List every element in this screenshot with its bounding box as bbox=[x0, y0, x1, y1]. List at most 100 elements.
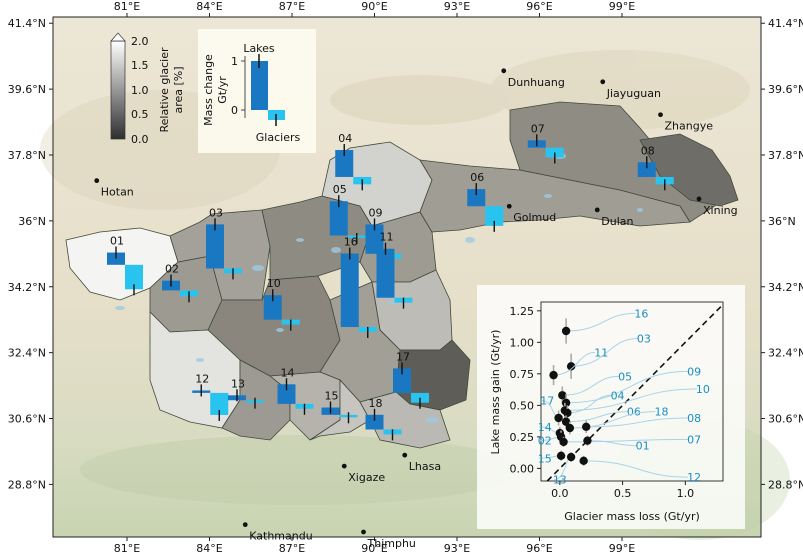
scatter-label-16: 16 bbox=[634, 307, 648, 320]
scatter-leader-07 bbox=[563, 438, 689, 443]
region-label-02: 02 bbox=[165, 263, 179, 276]
scatter-label-05: 05 bbox=[618, 370, 632, 383]
lake-bar-04 bbox=[335, 150, 354, 177]
city-label: Zhangye bbox=[665, 120, 714, 133]
scatter-label-01: 01 bbox=[636, 440, 650, 453]
scatter-label-12: 12 bbox=[687, 471, 701, 484]
lon-label-bottom: 90°E bbox=[361, 542, 387, 554]
glacier-bar-06 bbox=[485, 206, 504, 226]
lat-label-right: 28.8°N bbox=[768, 478, 803, 491]
lake-bar-16 bbox=[340, 253, 359, 328]
city-marker bbox=[94, 178, 100, 184]
scatter-ytick-label: 0.50 bbox=[510, 399, 535, 412]
region-label-09: 09 bbox=[369, 206, 383, 219]
city-label: Kathmandu bbox=[249, 530, 312, 543]
lat-label-left: 28.8°N bbox=[8, 478, 46, 491]
scatter-inset: 0.0 0.5 1.0 0.00 0.25 0.50 0.75 1.00 1.25 16 03 11 0… bbox=[477, 285, 745, 529]
scatter-point-01 bbox=[583, 436, 592, 445]
colorbar-tick-2.0: 2.0 bbox=[131, 35, 149, 48]
scatter-xtick-label: 0.0 bbox=[551, 487, 569, 500]
lat-label-left: 34.2°N bbox=[8, 281, 46, 294]
region-label-15: 15 bbox=[325, 390, 339, 403]
legend-ylabel-line1: Mass change bbox=[202, 54, 215, 126]
city-label: Xigaze bbox=[348, 471, 385, 484]
city-label: Hotan bbox=[101, 186, 134, 199]
scatter-point-07 bbox=[559, 437, 568, 447]
lake-bar-03 bbox=[206, 224, 224, 269]
region-label-07: 07 bbox=[531, 122, 545, 135]
lat-label-left: 41.4°N bbox=[8, 17, 46, 30]
lake-bar-06 bbox=[467, 189, 486, 207]
colorbar: 2.0 1.5 1.0 0.5 0.0 Relative glacier are… bbox=[110, 32, 185, 146]
scatter-ytick-label: 1.00 bbox=[510, 336, 535, 349]
scatter-label-07: 07 bbox=[687, 433, 701, 446]
scatter-label-02: 02 bbox=[538, 435, 552, 448]
legend-lake-bar bbox=[251, 61, 268, 110]
region-label-17: 17 bbox=[396, 350, 410, 363]
region-label-03: 03 bbox=[209, 206, 223, 219]
lon-label-top: 84°E bbox=[196, 0, 222, 13]
lon-label-top: 93°E bbox=[444, 0, 470, 13]
lake-bar-14 bbox=[277, 384, 296, 404]
region-label-06: 06 bbox=[470, 171, 484, 184]
region-label-14: 14 bbox=[281, 366, 295, 379]
scatter-point-15 bbox=[556, 451, 566, 460]
lon-label-top: 81°E bbox=[114, 0, 140, 13]
region-label-10: 10 bbox=[267, 277, 281, 290]
scatter-point-12 bbox=[579, 456, 588, 466]
scatter-plot-area bbox=[540, 301, 724, 482]
city-marker bbox=[402, 452, 408, 458]
colorbar-label-line2: area [%] bbox=[172, 66, 185, 113]
scatter-point-17 bbox=[554, 413, 563, 423]
lon-label-bottom: 99°E bbox=[609, 542, 635, 554]
scatter-label-17: 17 bbox=[540, 394, 554, 407]
city-label: Jiayuguan bbox=[606, 87, 661, 100]
city-label: Dunhuang bbox=[508, 76, 565, 89]
region-label-08: 08 bbox=[641, 144, 655, 157]
scatter-leader-08 bbox=[586, 417, 689, 428]
glacier-bar-12 bbox=[210, 392, 229, 415]
region-label-18: 18 bbox=[369, 397, 383, 410]
scatter-point-05 bbox=[558, 391, 567, 400]
region-label-16: 16 bbox=[344, 236, 358, 249]
region-label-05: 05 bbox=[333, 183, 347, 196]
scatter-point-03 bbox=[566, 362, 576, 371]
scatter-leader-10 bbox=[564, 388, 697, 411]
lon-label-bottom: 96°E bbox=[526, 542, 552, 554]
lat-label-right: 32.4°N bbox=[768, 347, 803, 360]
lon-label-bottom: 87°E bbox=[279, 542, 305, 554]
lat-label-left: 32.4°N bbox=[8, 347, 46, 360]
scatter-ytick-label: 0.75 bbox=[510, 368, 535, 381]
lon-label-bottom: 93°E bbox=[444, 542, 470, 554]
scatter-ylabel: Lake mass gain (Gt/yr) bbox=[489, 330, 502, 455]
scatter-xlabel: Glacier mass loss (Gt/yr) bbox=[564, 510, 700, 523]
lake-bar-10 bbox=[263, 295, 282, 320]
scatter-leader-11 bbox=[553, 351, 596, 376]
colorbar-extend-arrow bbox=[110, 32, 126, 42]
scatter-leader-06 bbox=[566, 411, 628, 423]
lon-label-top: 90°E bbox=[361, 0, 387, 13]
legend-tick-1: 1 bbox=[231, 55, 238, 68]
colorbar-tick-0.5: 0.5 bbox=[131, 108, 149, 121]
scatter-xtick-label: 0.5 bbox=[614, 487, 632, 500]
scatter-label-04: 04 bbox=[611, 389, 625, 402]
scatter-ytick-label: 0.25 bbox=[510, 431, 535, 444]
lat-label-left: 37.8°N bbox=[8, 149, 46, 162]
lake-bar-18 bbox=[365, 414, 384, 430]
scatter-point-13 bbox=[566, 452, 576, 462]
colorbar-tick-0.0: 0.0 bbox=[131, 133, 149, 146]
scatter-label-06: 06 bbox=[627, 406, 641, 419]
city-label: Lhasa bbox=[409, 460, 441, 473]
city-label: Thimphu bbox=[367, 537, 416, 550]
colorbar-tick-1.5: 1.5 bbox=[131, 59, 149, 72]
scatter-leader-03 bbox=[571, 338, 638, 367]
scatter-point-09 bbox=[561, 398, 571, 408]
region-label-11: 11 bbox=[380, 231, 394, 244]
lat-label-right: 34.2°N bbox=[768, 281, 803, 294]
lake-bar-09 bbox=[365, 224, 384, 254]
glacier-bar-01 bbox=[125, 264, 143, 290]
region-label-01: 01 bbox=[110, 235, 124, 248]
lat-label-left: 30.6°N bbox=[8, 413, 46, 426]
city-marker bbox=[242, 522, 248, 528]
lon-label-top: 99°E bbox=[609, 0, 635, 13]
